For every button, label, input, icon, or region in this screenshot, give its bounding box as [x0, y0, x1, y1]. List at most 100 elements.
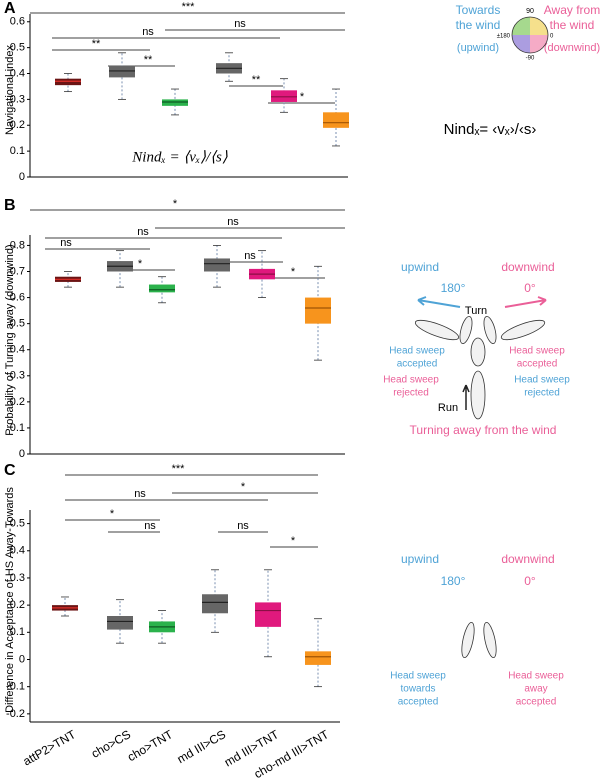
- compass: [511, 16, 549, 54]
- label: accepted: [517, 359, 558, 370]
- formula: Nindₓ = ⟨vₓ⟩/⟨s⟩: [131, 149, 228, 165]
- panel-label: A: [4, 0, 16, 17]
- significance-label: **: [252, 74, 261, 86]
- label: the wind: [456, 18, 501, 32]
- significance-label: ns: [244, 250, 256, 262]
- arrow: [504, 296, 547, 308]
- y-tick-label: 0.8: [10, 239, 25, 251]
- diagram-c: upwind downwind 180° 0° Head sweep towar…: [390, 552, 564, 707]
- larva: [470, 370, 486, 420]
- y-tick-label: 0.3: [10, 572, 25, 584]
- label: accepted: [397, 359, 438, 370]
- formula: Nindₓ= ‹vₓ›/‹s›: [444, 121, 537, 138]
- label: accepted: [398, 697, 439, 708]
- y-tick-label: 0: [19, 171, 25, 183]
- box: [305, 651, 331, 665]
- significance-label: ns: [144, 520, 156, 532]
- significance-label: **: [144, 54, 153, 66]
- significance-label: *: [291, 535, 296, 547]
- compass-quadrant: [512, 35, 530, 53]
- x-tick-label: md III>CS: [175, 727, 228, 766]
- label: (downwind): [544, 42, 600, 54]
- significance-label: **: [92, 38, 101, 50]
- compass-label: 0: [550, 34, 554, 40]
- compass-quadrant: [512, 17, 530, 35]
- label: 180°: [441, 281, 466, 295]
- significance-label: ns: [234, 18, 246, 30]
- label: away: [524, 684, 547, 695]
- y-tick-label: 0.6: [10, 16, 25, 28]
- y-axis-label: Navigational index: [4, 45, 16, 135]
- box: [202, 594, 228, 614]
- label: Head sweep: [508, 671, 564, 682]
- significance-label: *: [173, 198, 178, 210]
- label: rejected: [393, 388, 429, 399]
- label: (upwind): [457, 42, 499, 54]
- significance-label: *: [241, 481, 246, 493]
- diagram-a: Towards the wind (upwind) Away from the …: [444, 3, 600, 138]
- label: towards: [400, 684, 435, 695]
- significance-label: ns: [237, 520, 249, 532]
- larva: [459, 316, 473, 344]
- panel-label: B: [4, 197, 16, 214]
- compass-label: 90: [526, 8, 534, 15]
- y-tick-label: 0.1: [10, 422, 25, 434]
- y-tick-label: 0.1: [10, 145, 25, 157]
- box: [107, 616, 133, 630]
- y-tick-label: 0.7: [10, 265, 25, 277]
- significance-label: ns: [60, 237, 72, 249]
- significance-label: ns: [137, 226, 149, 238]
- y-tick-label: 0.1: [10, 626, 25, 638]
- compass-label: ±180: [497, 34, 511, 40]
- larva: [461, 621, 475, 659]
- box: [55, 78, 81, 86]
- box: [149, 284, 175, 293]
- compass-quadrant: [530, 35, 548, 53]
- significance-label: *: [138, 258, 143, 270]
- y-tick-label: 0.4: [10, 344, 25, 356]
- larva: [470, 337, 486, 367]
- y-tick-label: 0.6: [10, 291, 25, 303]
- larva: [414, 319, 460, 341]
- label: 0°: [524, 574, 536, 588]
- y-tick-label: 0.2: [10, 396, 25, 408]
- significance-label: ns: [227, 216, 239, 228]
- y-tick-label: 0.4: [10, 545, 25, 557]
- y-tick-label: 0.2: [10, 599, 25, 611]
- label: rejected: [524, 388, 560, 399]
- label: Head sweep: [390, 671, 446, 682]
- y-tick-label: 0.5: [10, 517, 25, 529]
- label: Run: [438, 402, 458, 414]
- significance-label: *: [110, 508, 115, 520]
- larva: [483, 316, 497, 344]
- y-tick-label: 0.4: [10, 67, 25, 79]
- box: [162, 99, 188, 106]
- label: Head sweep: [389, 346, 445, 357]
- label: 0°: [524, 281, 536, 295]
- y-tick-label: 0.3: [10, 370, 25, 382]
- label: accepted: [516, 697, 557, 708]
- label: Head sweep: [509, 346, 565, 357]
- box: [204, 258, 230, 272]
- box: [109, 65, 135, 78]
- label: Head sweep: [383, 375, 439, 386]
- significance-label: ns: [142, 26, 154, 38]
- box: [305, 297, 331, 324]
- panel-label: C: [4, 462, 16, 479]
- diagram-b: upwind downwind 180° 0° Turn Head sweep …: [383, 260, 570, 437]
- label: Head sweep: [514, 375, 570, 386]
- label: Towards: [456, 3, 501, 17]
- significance-label: ***: [182, 1, 196, 13]
- significance-label: *: [300, 91, 305, 103]
- x-tick-label: cho>TNT: [125, 727, 176, 764]
- label: upwind: [401, 260, 439, 274]
- label: Away from: [544, 3, 600, 17]
- y-tick-label: 0: [19, 653, 25, 665]
- y-tick-label: 0.5: [10, 318, 25, 330]
- y-tick-label: 0.2: [10, 119, 25, 131]
- y-tick-label: -0.2: [6, 708, 25, 720]
- box: [323, 112, 349, 128]
- label: Turn: [465, 305, 487, 317]
